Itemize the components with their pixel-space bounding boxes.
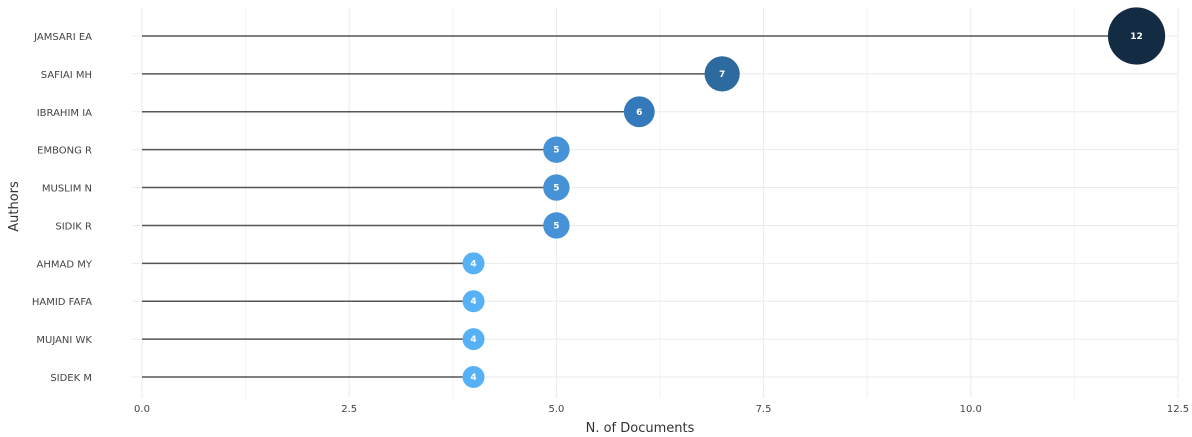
y-tick-label: HAMID FAFA [32,297,92,308]
point-value-label: 5 [553,221,559,231]
lollipop-dots: 12 7 6 5 5 5 4 4 4 4 [462,7,1166,388]
y-tick-label: MUSLIM N [42,184,92,195]
point-value-label: 4 [470,335,476,345]
point-value-label: 6 [636,108,642,118]
point-value-label: 4 [470,259,476,269]
x-tick-label: 2.5 [341,404,357,415]
point-value-label: 7 [719,70,725,80]
point-value-label: 4 [470,373,476,383]
lollipop-dot [462,290,485,313]
y-tick-label: EMBONG R [37,146,92,157]
y-axis-tick-labels: JAMSARI EA SAFIAI MH IBRAHIM IA EMBONG R MUS… [32,32,93,384]
lollipop-dot [462,252,485,275]
lollipop-stems [142,35,1137,378]
y-tick-label: SAFIAI MH [41,70,92,81]
x-axis-title: N. of Documents [586,421,695,436]
y-tick-label: JAMSARI EA [33,32,92,43]
y-tick-label: SIDEK M [50,373,92,384]
x-tick-label: 5.0 [548,404,564,415]
lollipop-dot [543,212,570,239]
y-tick-label: IBRAHIM IA [37,108,92,119]
x-tick-label: 10.0 [960,404,982,415]
point-value-label: 5 [553,146,559,156]
lollipop-dot [704,56,740,92]
y-tick-label: MUJANI WK [36,335,92,346]
point-value-label: 4 [470,297,476,307]
lollipop-dot [462,366,485,388]
y-gridlines [132,35,1178,378]
y-axis-title: Authors [7,181,22,232]
y-tick-label: SIDIK R [55,221,92,232]
x-gridlines [141,8,1179,398]
point-value-label: 12 [1130,32,1143,42]
y-tick-label: AHMAD MY [37,259,93,270]
lollipop-dot [543,136,570,163]
x-tick-label: 7.5 [756,404,772,415]
lollipop-dot [1107,7,1166,65]
x-tick-label: 12.5 [1167,404,1189,415]
lollipop-dot [462,328,485,351]
point-value-label: 5 [553,184,559,194]
x-tick-label: 0.0 [134,404,150,415]
x-axis-tick-labels: 0.0 2.5 5.0 7.5 10.0 12.5 [134,404,1189,415]
lollipop-dot [543,174,570,201]
lollipop-dot [623,96,655,128]
